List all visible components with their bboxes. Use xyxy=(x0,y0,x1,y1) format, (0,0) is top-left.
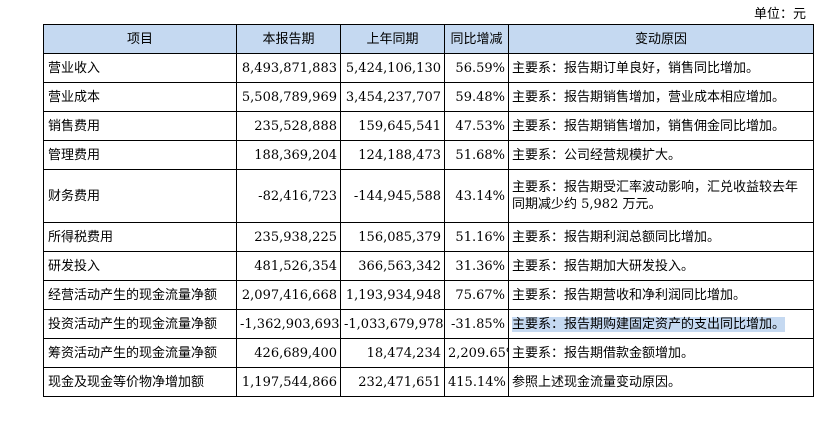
row-reason: 主要系：报告期受汇率波动影响，汇兑收益较去年同期减少约 5,982 万元。 xyxy=(508,169,814,223)
row-reason: 主要系：报告期利润总额同比增加。 xyxy=(508,222,814,252)
table-row: 所得税费用 235,938,225 156,085,379 51.16% 主要系… xyxy=(43,222,814,252)
row-change: 51.16% xyxy=(444,222,509,252)
row-previous: 156,085,379 xyxy=(340,222,445,252)
row-previous: 18,474,234 xyxy=(340,338,445,368)
row-current: 481,526,354 xyxy=(236,251,341,281)
row-previous: -1,033,679,978 xyxy=(340,309,445,339)
header-change-reason: 变动原因 xyxy=(508,24,814,54)
table-row: 研发投入 481,526,354 366,563,342 31.36% 主要系：… xyxy=(43,251,814,281)
financial-change-table: 项目 本报告期 上年同期 同比增减 变动原因 营业收入 8,493,871,88… xyxy=(43,24,814,397)
row-reason: 主要系：报告期销售增加，销售佣金同比增加。 xyxy=(508,111,814,141)
row-current: 426,689,400 xyxy=(236,338,341,368)
row-previous: 124,188,473 xyxy=(340,140,445,170)
table-row: 营业成本 5,508,789,969 3,454,237,707 59.48% … xyxy=(43,82,814,112)
unit-label: 单位：元 xyxy=(753,7,806,22)
row-item: 销售费用 xyxy=(43,111,237,141)
row-change: 415.14% xyxy=(444,367,509,397)
table-row: 经营活动产生的现金流量净额 2,097,416,668 1,193,934,94… xyxy=(43,280,814,310)
row-previous: 159,645,541 xyxy=(340,111,445,141)
row-current: 235,528,888 xyxy=(236,111,341,141)
row-current: -82,416,723 xyxy=(236,169,341,223)
header-previous-period: 上年同期 xyxy=(340,24,445,54)
row-current: 1,197,544,866 xyxy=(236,367,341,397)
table-row: 财务费用 -82,416,723 -144,945,588 43.14% 主要系… xyxy=(43,169,814,223)
header-current-period: 本报告期 xyxy=(236,24,341,54)
row-item: 现金及现金等价物净增加额 xyxy=(43,367,237,397)
table-row: 筹资活动产生的现金流量净额 426,689,400 18,474,234 2,2… xyxy=(43,338,814,368)
row-reason: 主要系：报告期销售增加，营业成本相应增加。 xyxy=(508,82,814,112)
row-reason: 主要系：报告期加大研发投入。 xyxy=(508,251,814,281)
table-row: 管理费用 188,369,204 124,188,473 51.68% 主要系：… xyxy=(43,140,814,170)
row-reason: 主要系：公司经营规模扩大。 xyxy=(508,140,814,170)
highlighted-text: 主要系：报告期购建固定资产的支出同比增加。 xyxy=(512,316,786,332)
row-previous: 232,471,651 xyxy=(340,367,445,397)
row-current: 8,493,871,883 xyxy=(236,53,341,83)
row-item: 所得税费用 xyxy=(43,222,237,252)
row-change: 51.68% xyxy=(444,140,509,170)
row-reason: 参照上述现金流量变动原因。 xyxy=(508,367,814,397)
row-previous: 5,424,106,130 xyxy=(340,53,445,83)
row-current: 5,508,789,969 xyxy=(236,82,341,112)
row-change: -31.85% xyxy=(444,309,509,339)
row-item: 投资活动产生的现金流量净额 xyxy=(43,309,237,339)
row-current: 188,369,204 xyxy=(236,140,341,170)
row-change: 56.59% xyxy=(444,53,509,83)
row-previous: 3,454,237,707 xyxy=(340,82,445,112)
row-item: 研发投入 xyxy=(43,251,237,281)
row-item: 筹资活动产生的现金流量净额 xyxy=(43,338,237,368)
table-header-row: 项目 本报告期 上年同期 同比增减 变动原因 xyxy=(43,24,814,54)
row-change: 31.36% xyxy=(444,251,509,281)
row-item: 营业成本 xyxy=(43,82,237,112)
row-reason: 主要系：报告期订单良好，销售同比增加。 xyxy=(508,53,814,83)
table-row: 投资活动产生的现金流量净额 -1,362,903,693 -1,033,679,… xyxy=(43,309,814,339)
row-item: 管理费用 xyxy=(43,140,237,170)
row-item: 营业收入 xyxy=(43,53,237,83)
row-item: 财务费用 xyxy=(43,169,237,223)
row-change: 2,209.65% xyxy=(444,338,509,368)
row-reason: 主要系：报告期购建固定资产的支出同比增加。 xyxy=(508,309,814,339)
header-yoy-change: 同比增减 xyxy=(444,24,509,54)
header-item: 项目 xyxy=(43,24,237,54)
row-current: -1,362,903,693 xyxy=(236,309,341,339)
row-reason: 主要系：报告期营收和净利润同比增加。 xyxy=(508,280,814,310)
row-reason: 主要系：报告期借款金额增加。 xyxy=(508,338,814,368)
table-row: 现金及现金等价物净增加额 1,197,544,866 232,471,651 4… xyxy=(43,367,814,397)
row-current: 235,938,225 xyxy=(236,222,341,252)
table-row: 营业收入 8,493,871,883 5,424,106,130 56.59% … xyxy=(43,53,814,83)
row-change: 59.48% xyxy=(444,82,509,112)
row-change: 47.53% xyxy=(444,111,509,141)
table-row: 销售费用 235,528,888 159,645,541 47.53% 主要系：… xyxy=(43,111,814,141)
row-item: 经营活动产生的现金流量净额 xyxy=(43,280,237,310)
row-previous: 366,563,342 xyxy=(340,251,445,281)
row-change: 75.67% xyxy=(444,280,509,310)
row-change: 43.14% xyxy=(444,169,509,223)
row-previous: 1,193,934,948 xyxy=(340,280,445,310)
row-previous: -144,945,588 xyxy=(340,169,445,223)
row-current: 2,097,416,668 xyxy=(236,280,341,310)
